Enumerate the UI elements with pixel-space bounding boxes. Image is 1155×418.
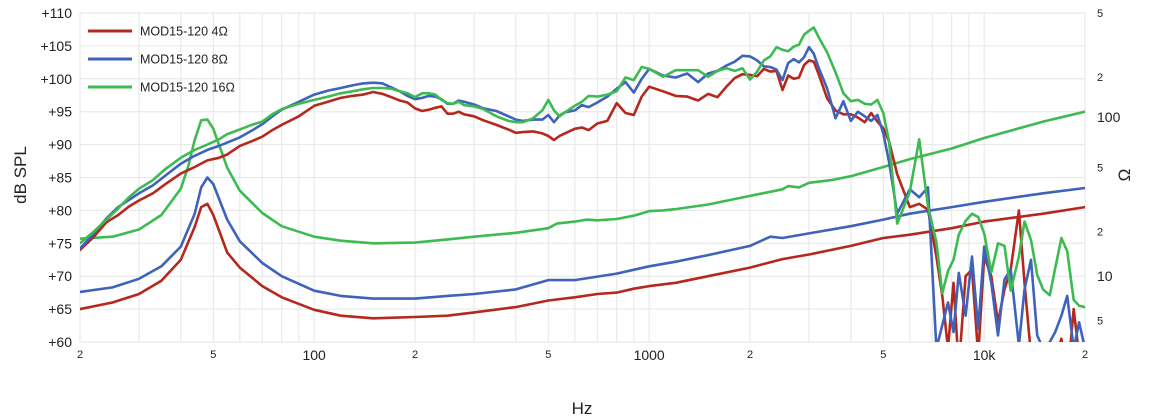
y-tick-labels: +60 +65 +70 +75 +80 +85 +90 +95 +100 +105 +110 xyxy=(40,5,72,350)
x-tick-label: 5 xyxy=(880,349,886,361)
y2-tick-label: 2 xyxy=(1097,226,1103,238)
series-spl-line-2 xyxy=(80,26,1085,309)
legend-label-2: MOD15-120 16Ω xyxy=(140,81,235,95)
y-tick-label: +100 xyxy=(40,71,72,87)
y-tick-label: +70 xyxy=(48,268,72,284)
legend-label-1: MOD15-120 8Ω xyxy=(140,53,228,67)
legend-label-0: MOD15-120 4Ω xyxy=(140,25,228,39)
y-tick-label: +90 xyxy=(48,137,72,153)
y2-tick-label: 5 xyxy=(1097,8,1103,20)
x-tick-label: 2 xyxy=(1082,349,1088,361)
x-tick-label: 100 xyxy=(302,347,326,363)
legend: MOD15-120 4Ω MOD15-120 8Ω MOD15-120 16Ω xyxy=(88,25,235,95)
x-tick-label: 5 xyxy=(210,349,216,361)
y-tick-label: +65 xyxy=(48,301,72,317)
x-tick-label: 5 xyxy=(545,349,551,361)
y-tick-label: +80 xyxy=(48,202,72,218)
y2-tick-label: 2 xyxy=(1097,72,1103,84)
y-tick-label: +110 xyxy=(42,5,73,21)
y-tick-label: +85 xyxy=(48,170,72,186)
x-tick-label: 10k xyxy=(973,347,997,363)
y2-tick-labels: 5 2 100 5 2 10 5 xyxy=(1097,8,1121,327)
y-axis-title: dB SPL xyxy=(11,146,30,204)
series-spl-line-0 xyxy=(80,59,1079,342)
y-tick-label: +105 xyxy=(40,38,72,54)
x-tick-label: 2 xyxy=(747,349,753,361)
series-layer xyxy=(80,26,1085,342)
grid-layer xyxy=(79,12,1086,343)
series-impedance-line-1 xyxy=(80,176,1085,300)
y2-tick-label: 10 xyxy=(1097,268,1113,284)
x-tick-labels: 2 5 100 2 5 1000 2 5 10k 2 xyxy=(77,347,1088,363)
series-impedance-line-0 xyxy=(80,202,1085,320)
y2-tick-label: 5 xyxy=(1097,163,1103,175)
x-axis-title: Hz xyxy=(572,399,593,418)
x-tick-label: 2 xyxy=(77,349,83,361)
y-tick-label: +60 xyxy=(48,334,72,350)
y-tick-label: +75 xyxy=(48,235,72,251)
y2-axis-title: Ω xyxy=(1115,169,1134,182)
y-tick-label: +95 xyxy=(48,104,72,120)
x-tick-label: 1000 xyxy=(634,347,665,363)
y2-tick-label: 5 xyxy=(1097,315,1103,327)
series-impedance-line-2 xyxy=(80,110,1085,245)
x-tick-label: 2 xyxy=(412,349,418,361)
y2-tick-label: 100 xyxy=(1097,109,1121,125)
